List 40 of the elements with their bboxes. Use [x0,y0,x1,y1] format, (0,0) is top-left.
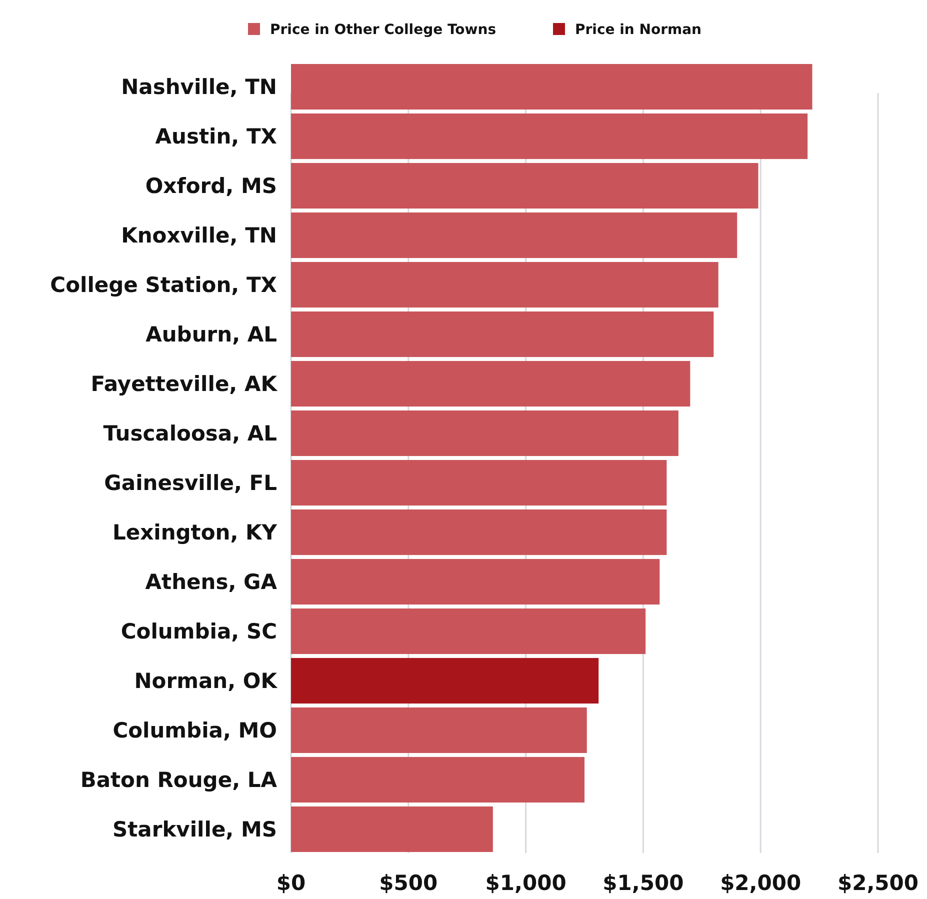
bar [291,262,718,308]
x-tick-label: $0 [276,871,306,895]
y-tick-label: Nashville, TN [121,75,277,100]
bar [291,360,690,407]
bar [291,558,660,605]
bar [291,509,667,556]
y-tick-label: Tuscaloosa, AL [103,422,277,446]
legend-label: Price in Norman [575,22,702,38]
y-tick-label: Knoxville, TN [121,224,277,248]
bar [291,460,667,506]
bar [291,608,646,654]
y-tick-label: Gainesville, FL [104,471,277,496]
x-tick-label: $500 [379,871,438,895]
bar [291,658,599,704]
bar [291,410,678,456]
bar [291,806,493,852]
y-tick-label: Columbia, MO [112,718,277,743]
bar [291,311,714,358]
legend-label: Price in Other College Towns [270,22,496,38]
bar [291,162,758,209]
y-tick-label: Auburn, AL [146,322,277,347]
y-tick-label: College Station, TX [50,273,277,298]
bar [291,756,584,803]
bar [291,113,808,160]
bar [291,212,738,258]
y-tick-label: Oxford, MS [145,174,277,198]
bar [291,64,812,110]
y-tick-label: Athens, GA [145,570,278,594]
x-tick-label: $2,000 [720,871,802,895]
bar [291,707,587,754]
y-tick-label: Lexington, KY [112,520,278,545]
x-tick-label: $1,000 [485,871,566,895]
y-tick-label: Starkville, MS [112,818,277,842]
y-tick-label: Norman, OK [134,669,278,694]
x-tick-label: $2,500 [837,871,919,895]
x-tick-label: $1,500 [602,871,684,895]
y-tick-label: Columbia, SC [120,620,277,644]
y-tick-label: Austin, TX [155,124,277,149]
y-tick-label: Baton Rouge, LA [80,768,278,792]
y-tick-label: Fayetteville, AK [90,372,278,396]
